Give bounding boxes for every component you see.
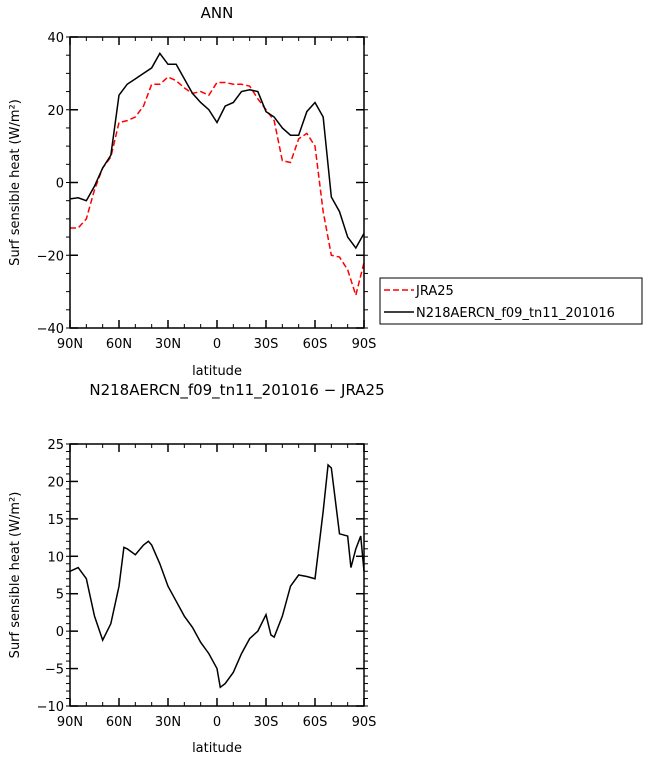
x-tick-label: 90N bbox=[57, 337, 83, 352]
y-tick-label: 0 bbox=[56, 625, 64, 640]
x-tick-label: 30N bbox=[155, 337, 181, 352]
x-tick-label: 0 bbox=[213, 715, 221, 730]
x-axis-label: latitude bbox=[192, 741, 242, 756]
y-tick-label: −20 bbox=[37, 249, 64, 264]
y-axis-label: Surf sensible heat (W/m²) bbox=[8, 492, 23, 659]
y-tick-label: 0 bbox=[56, 177, 64, 192]
x-tick-label: 90S bbox=[352, 337, 377, 352]
x-tick-label: 60S bbox=[303, 715, 328, 730]
x-tick-label: 60N bbox=[106, 715, 132, 730]
x-tick-label: 0 bbox=[213, 337, 221, 352]
chart-title: N218AERCN_f09_tn11_201016 − JRA25 bbox=[89, 381, 384, 400]
y-tick-label: 10 bbox=[47, 550, 64, 565]
y-tick-label: −10 bbox=[37, 700, 64, 715]
y-tick-label: −40 bbox=[37, 322, 64, 337]
series-line-0 bbox=[70, 76, 365, 298]
y-tick-label: −5 bbox=[45, 663, 64, 678]
y-tick-label: 25 bbox=[47, 438, 64, 453]
x-tick-label: 30N bbox=[155, 715, 181, 730]
x-tick-label: 30S bbox=[254, 715, 279, 730]
y-tick-label: 20 bbox=[47, 475, 64, 490]
legend-box bbox=[379, 277, 643, 325]
x-tick-label: 90S bbox=[352, 715, 377, 730]
legend-label: JRA25 bbox=[415, 284, 454, 299]
chart-1 bbox=[66, 443, 368, 707]
chart-title: ANN bbox=[201, 4, 234, 22]
series-line-0 bbox=[69, 463, 365, 689]
y-axis-label: Surf sensible heat (W/m²) bbox=[8, 99, 23, 266]
y-tick-label: 5 bbox=[56, 588, 64, 603]
legend-label: N218AERCN_f09_tn11_201016 bbox=[416, 306, 615, 321]
x-axis-label: latitude bbox=[192, 364, 242, 379]
y-tick-label: 20 bbox=[47, 104, 64, 119]
x-tick-label: 30S bbox=[254, 337, 279, 352]
plot-frame bbox=[69, 36, 365, 329]
series-line-1 bbox=[69, 51, 365, 250]
x-tick-label: 90N bbox=[57, 715, 83, 730]
y-tick-label: 15 bbox=[47, 513, 64, 528]
x-tick-label: 60S bbox=[303, 337, 328, 352]
plot-frame bbox=[69, 443, 365, 707]
x-tick-label: 60N bbox=[106, 337, 132, 352]
chart-0 bbox=[66, 36, 368, 329]
y-tick-label: 40 bbox=[47, 31, 64, 46]
